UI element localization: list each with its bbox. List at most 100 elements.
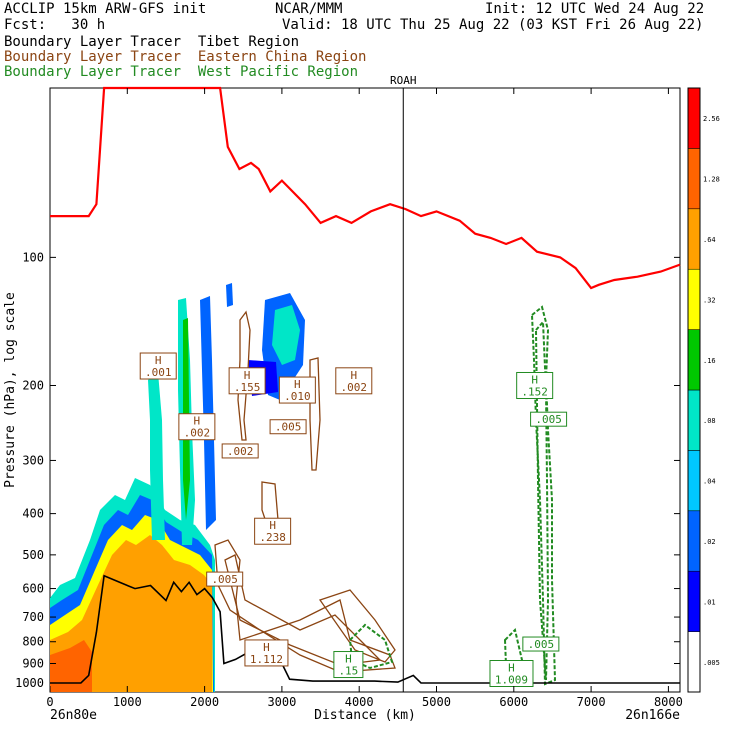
tracer-label-text: .002 <box>227 445 254 458</box>
y-tick-label: 500 <box>22 548 44 562</box>
tracer-label-text: H <box>244 369 251 382</box>
legend-eastern-china: Boundary Layer Tracer Eastern China Regi… <box>4 49 367 65</box>
x-tick-label: 2000 <box>190 695 219 709</box>
colorbar-label: .08 <box>703 417 716 425</box>
y-tick-label: 1000 <box>15 676 44 690</box>
y-tick-label: 100 <box>22 250 44 264</box>
tibet-tracer-fill <box>50 283 305 692</box>
y-tick-label: 600 <box>22 582 44 596</box>
tracer-label-text: .010 <box>284 390 311 403</box>
valid-time: Valid: 18 UTC Thu 25 Aug 22 (03 KST Fri … <box>282 17 704 33</box>
legend-tibet: Boundary Layer Tracer Tibet Region <box>4 34 300 50</box>
y-tick-label: 700 <box>22 610 44 624</box>
tracer-label: H.010 <box>278 376 316 404</box>
colorbar-label: .64 <box>703 236 716 244</box>
tracer-label-text: .155 <box>234 381 261 394</box>
colorbar-label: 1.28 <box>703 176 720 184</box>
colorbar-segment <box>687 450 701 512</box>
tracer-label-box <box>221 443 259 459</box>
tracer-label-box <box>530 411 568 427</box>
colorbar-label: .005 <box>703 659 720 667</box>
tracer-label: H1.009 <box>489 660 534 688</box>
tracer-label-text: .002 <box>184 427 211 440</box>
y-tick-label: 400 <box>22 507 44 521</box>
left-endpoint-label: 26n80e <box>50 708 97 723</box>
tracer-label-box <box>139 352 177 380</box>
tracer-label: H.238 <box>254 517 292 545</box>
tracer-label-text: .005 <box>535 413 562 426</box>
colorbar-segment <box>687 208 701 270</box>
tracer-label: H.15 <box>333 651 364 679</box>
colorbar-label: .32 <box>703 296 716 304</box>
right-endpoint-label: 26n166e <box>625 708 680 723</box>
legend-west-pacific: Boundary Layer Tracer West Pacific Regio… <box>4 64 359 80</box>
tropopause-line <box>50 86 681 290</box>
tracer-label: .005 <box>522 636 560 652</box>
y-tick-label: 200 <box>22 378 44 392</box>
x-tick-label: 1000 <box>113 695 142 709</box>
tracer-label-text: 1.112 <box>250 653 283 666</box>
x-tick-label: 6000 <box>499 695 528 709</box>
colorbar-segment <box>687 148 701 210</box>
tracer-label-text: H <box>508 662 515 675</box>
tracer-label: H.155 <box>228 367 266 395</box>
tracer-label: H.002 <box>335 367 373 395</box>
tracer-label-box <box>269 419 307 435</box>
init-time: Init: 12 UTC Wed 24 Aug 22 <box>485 1 705 17</box>
x-tick-label: 0 <box>46 695 53 709</box>
x-tick-label: 8000 <box>654 695 683 709</box>
org-label: NCAR/MMM <box>275 1 343 17</box>
x-tick-label: 7000 <box>577 695 606 709</box>
tracer-label-text: H <box>531 373 538 386</box>
tracer-label-box <box>228 367 266 395</box>
colorbar-frame <box>687 87 701 693</box>
tracer-label: .002 <box>221 443 259 459</box>
tracer-label: H1.112 <box>244 639 289 667</box>
tracer-label-text: H <box>269 519 276 532</box>
terrain-line <box>50 574 680 684</box>
tracer-label-text: H <box>294 378 301 391</box>
tracer-label-text: H <box>350 369 357 382</box>
tracer-label-box <box>335 367 373 395</box>
colorbar-segment <box>687 268 701 330</box>
tracer-label-box <box>522 636 560 652</box>
tracer-label-text: .005 <box>211 573 238 586</box>
y-tick-label: 800 <box>22 635 44 649</box>
tracer-label-text: 1.009 <box>495 674 528 687</box>
tracer-label-text: .152 <box>521 385 548 398</box>
tracer-label-text: H <box>263 641 270 654</box>
x-tick-label: 5000 <box>422 695 451 709</box>
colorbar-label: .16 <box>703 357 716 365</box>
colorbar-segment <box>687 510 701 572</box>
x-axis-label: Distance (km) <box>314 708 416 723</box>
tracer-label: H.002 <box>178 413 216 441</box>
model-title: ACCLIP 15km ARW-GFS init <box>4 1 207 17</box>
tracer-label-box <box>244 639 289 667</box>
tracer-label-text: .001 <box>145 366 172 379</box>
colorbar-label: 2.56 <box>703 115 720 123</box>
tracer-label: .005 <box>530 411 568 427</box>
colorbar-segment <box>687 87 701 149</box>
forecast-hour: Fcst: 30 h <box>4 17 106 33</box>
colorbar-label: .02 <box>703 538 716 546</box>
colorbar-label: .04 <box>703 478 716 486</box>
tracer-label: .005 <box>269 419 307 435</box>
x-tick-label: 4000 <box>345 695 374 709</box>
tracer-label-box <box>333 651 364 679</box>
tracer-label: .005 <box>206 571 244 587</box>
tracer-label-text: .005 <box>528 638 555 651</box>
tracer-label: H.001 <box>139 352 177 380</box>
tracer-label-box <box>178 413 216 441</box>
tracer-label-box <box>516 371 554 399</box>
tracer-label-text: .238 <box>259 531 286 544</box>
tracer-label-text: .15 <box>338 665 358 678</box>
y-tick-label: 300 <box>22 453 44 467</box>
colorbar-segment <box>687 631 701 693</box>
y-tick-label: 900 <box>22 657 44 671</box>
tracer-label-text: H <box>194 415 201 428</box>
tracer-label-text: H <box>345 653 352 666</box>
tracer-label-box <box>254 517 292 545</box>
x-tick-label: 3000 <box>267 695 296 709</box>
colorbar-segment <box>687 570 701 632</box>
